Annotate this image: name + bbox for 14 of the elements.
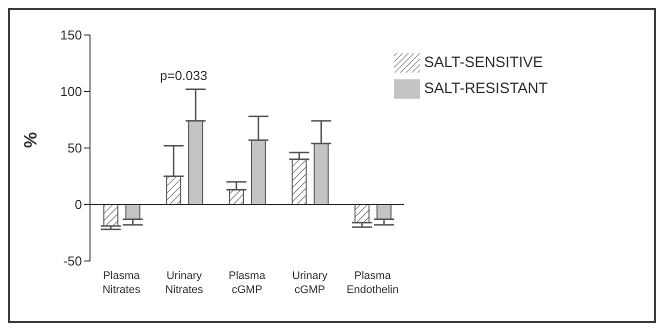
y-tick-label: 150 <box>60 28 82 43</box>
y-tick-label: 0 <box>74 197 82 212</box>
annotation: p=0.033 <box>160 68 208 83</box>
y-tick-label: 100 <box>60 84 82 100</box>
legend-label: SALT-RESISTANT <box>424 80 548 97</box>
y-tick-label: 50 <box>68 140 82 156</box>
x-tick-label: Plasma Endothelin <box>346 270 399 296</box>
legend-label: SALT-SENSITIVE <box>424 54 543 71</box>
x-tick-label: Urinary cGMP <box>292 270 328 296</box>
x-tick-label: Plasma Nitrates <box>102 270 141 296</box>
x-tick-label: Plasma cGMP <box>228 270 266 296</box>
y-axis-title: % <box>20 132 40 148</box>
x-tick-label: Urinary Nitrates <box>165 270 204 296</box>
y-tick-label: -50 <box>63 254 82 269</box>
